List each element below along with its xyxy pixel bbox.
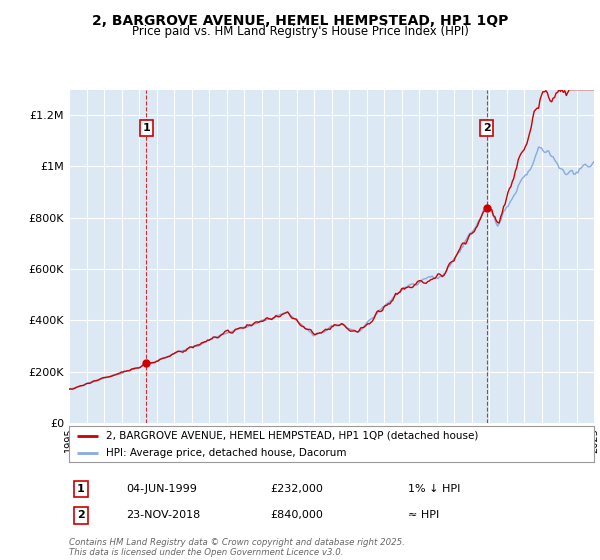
Text: £232,000: £232,000 (270, 484, 323, 494)
Text: 2, BARGROVE AVENUE, HEMEL HEMPSTEAD, HP1 1QP: 2, BARGROVE AVENUE, HEMEL HEMPSTEAD, HP1… (92, 14, 508, 28)
Text: 2: 2 (483, 123, 491, 133)
Text: 1% ↓ HPI: 1% ↓ HPI (408, 484, 460, 494)
Text: HPI: Average price, detached house, Dacorum: HPI: Average price, detached house, Daco… (106, 448, 346, 458)
Text: Price paid vs. HM Land Registry's House Price Index (HPI): Price paid vs. HM Land Registry's House … (131, 25, 469, 38)
Text: £840,000: £840,000 (270, 510, 323, 520)
Text: 1: 1 (77, 484, 85, 494)
Text: 2: 2 (77, 510, 85, 520)
Text: 2, BARGROVE AVENUE, HEMEL HEMPSTEAD, HP1 1QP (detached house): 2, BARGROVE AVENUE, HEMEL HEMPSTEAD, HP1… (106, 431, 478, 441)
Text: ≈ HPI: ≈ HPI (408, 510, 439, 520)
Text: 04-JUN-1999: 04-JUN-1999 (126, 484, 197, 494)
Text: 23-NOV-2018: 23-NOV-2018 (126, 510, 200, 520)
Text: 1: 1 (142, 123, 150, 133)
Text: Contains HM Land Registry data © Crown copyright and database right 2025.
This d: Contains HM Land Registry data © Crown c… (69, 538, 405, 557)
